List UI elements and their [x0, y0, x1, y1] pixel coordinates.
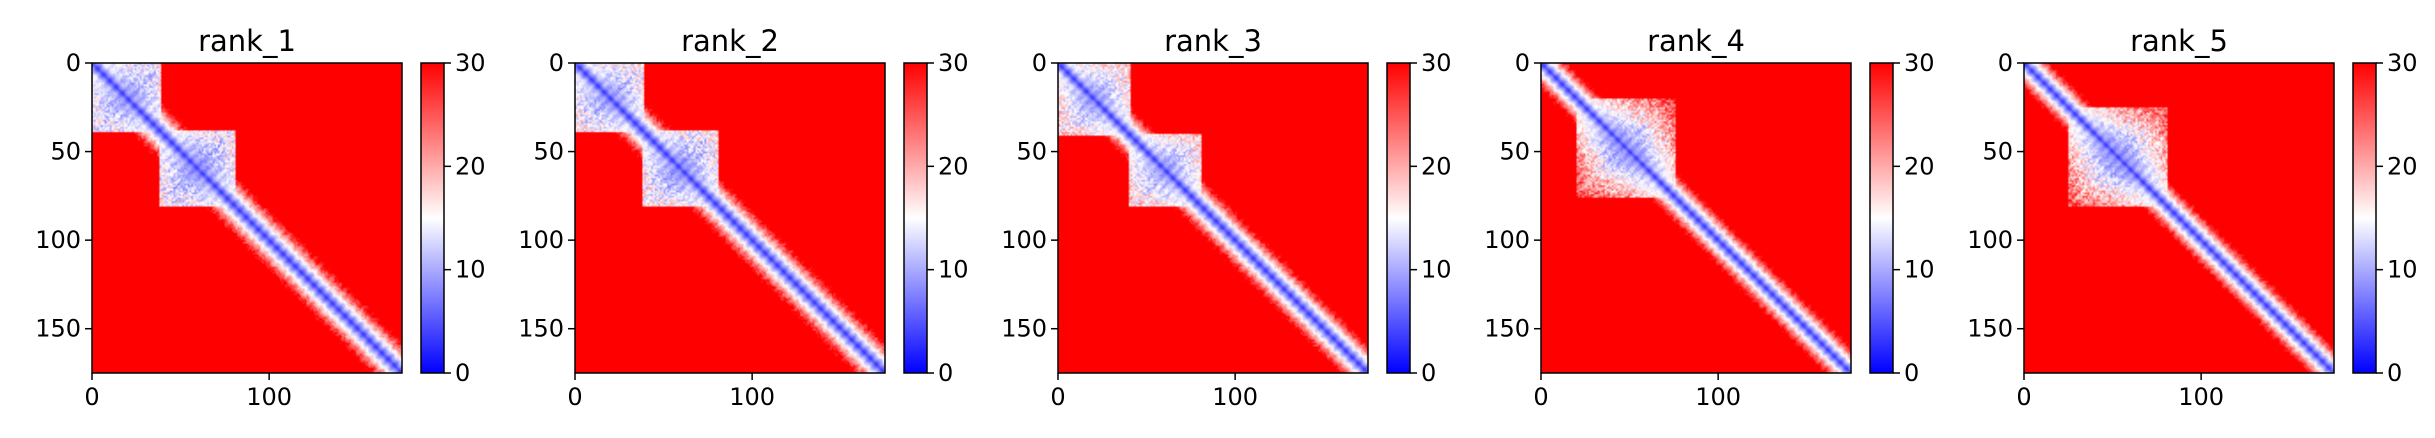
x-tick-label: 100	[1212, 383, 1258, 411]
plot-frame	[1540, 62, 1852, 374]
colorbar-tick-label: 0	[2387, 359, 2402, 387]
panel-title: rank_5	[2130, 24, 2228, 58]
colorbar	[2352, 62, 2377, 374]
heatmap-image	[575, 63, 885, 373]
colorbar-tick-label: 30	[1421, 49, 1452, 77]
heatmap-image	[1058, 63, 1368, 373]
heatmap-image	[1541, 63, 1851, 373]
y-tick-label: 50	[533, 138, 564, 166]
colorbar-tick-label: 10	[1904, 256, 1935, 284]
colorbar	[903, 62, 928, 374]
panel-title: rank_3	[1164, 24, 1262, 58]
y-tick-label: 0	[66, 49, 81, 77]
y-tick-label: 50	[1499, 138, 1530, 166]
heatmap-panel-2: rank_2 0 100 0 50 100 150 0 10 20 30	[518, 24, 968, 411]
colorbar-tick-label: 10	[938, 256, 969, 284]
heatmap-image	[2024, 63, 2334, 373]
y-tick-label: 150	[1001, 315, 1047, 343]
x-tick-label: 100	[1695, 383, 1741, 411]
heatmap-panel-3: rank_3 0 100 0 50 100 150 0 10 20 30	[1001, 24, 1451, 411]
colorbar-tick-label: 10	[1421, 256, 1452, 284]
colorbar-tick-label: 30	[455, 49, 486, 77]
y-tick-label: 0	[1032, 49, 1047, 77]
colorbar-tick-label: 10	[2387, 256, 2418, 284]
y-tick-label: 50	[1982, 138, 2013, 166]
y-tick-label: 0	[549, 49, 564, 77]
colorbar	[420, 62, 445, 374]
x-tick-label: 0	[1050, 383, 1065, 411]
panel-title: rank_1	[198, 24, 296, 58]
x-tick-label: 100	[2178, 383, 2224, 411]
colorbar-tick-label: 20	[938, 152, 969, 180]
colorbar-tick-label: 20	[455, 152, 486, 180]
plot-frame	[574, 62, 886, 374]
y-tick-label: 50	[1016, 138, 1047, 166]
x-tick-label: 100	[729, 383, 775, 411]
y-tick-label: 100	[1001, 226, 1047, 254]
colorbar-tick-label: 20	[1904, 152, 1935, 180]
y-tick-label: 100	[1967, 226, 2013, 254]
heatmap-panel-1: rank_1 0 100 0 50 100 150 0 10 20 30	[35, 24, 485, 411]
colorbar-tick-label: 30	[2387, 49, 2418, 77]
panel-title: rank_2	[681, 24, 779, 58]
colorbar	[1386, 62, 1411, 374]
colorbar-tick-label: 30	[938, 49, 969, 77]
y-tick-label: 100	[1484, 226, 1530, 254]
heatmap-image	[92, 63, 402, 373]
colorbar-tick-label: 0	[1421, 359, 1436, 387]
y-tick-label: 50	[50, 138, 81, 166]
heatmap-panel-4: rank_4 0 100 0 50 100 150 0 10 20 30	[1484, 24, 1934, 411]
y-tick-label: 150	[35, 315, 81, 343]
plot-frame	[2023, 62, 2335, 374]
x-tick-label: 0	[567, 383, 582, 411]
y-tick-label: 150	[1484, 315, 1530, 343]
x-tick-label: 0	[1533, 383, 1548, 411]
x-tick-label: 0	[2016, 383, 2031, 411]
x-tick-label: 100	[246, 383, 292, 411]
x-tick-label: 0	[84, 383, 99, 411]
colorbar-tick-label: 20	[2387, 152, 2418, 180]
colorbar-tick-label: 0	[938, 359, 953, 387]
y-tick-label: 150	[1967, 315, 2013, 343]
panel-title: rank_4	[1647, 24, 1745, 58]
colorbar-tick-label: 30	[1904, 49, 1935, 77]
y-tick-label: 150	[518, 315, 564, 343]
plot-frame	[1057, 62, 1369, 374]
y-tick-label: 100	[35, 226, 81, 254]
colorbar-tick-label: 20	[1421, 152, 1452, 180]
y-tick-label: 0	[1515, 49, 1530, 77]
colorbar-tick-label: 0	[455, 359, 470, 387]
colorbar	[1869, 62, 1894, 374]
colorbar-tick-label: 0	[1904, 359, 1919, 387]
colorbar-tick-label: 10	[455, 256, 486, 284]
y-tick-label: 0	[1998, 49, 2013, 77]
heatmap-panel-5: rank_5 0 100 0 50 100 150 0 10 20 30	[1967, 24, 2417, 411]
y-tick-label: 100	[518, 226, 564, 254]
plot-frame	[91, 62, 403, 374]
